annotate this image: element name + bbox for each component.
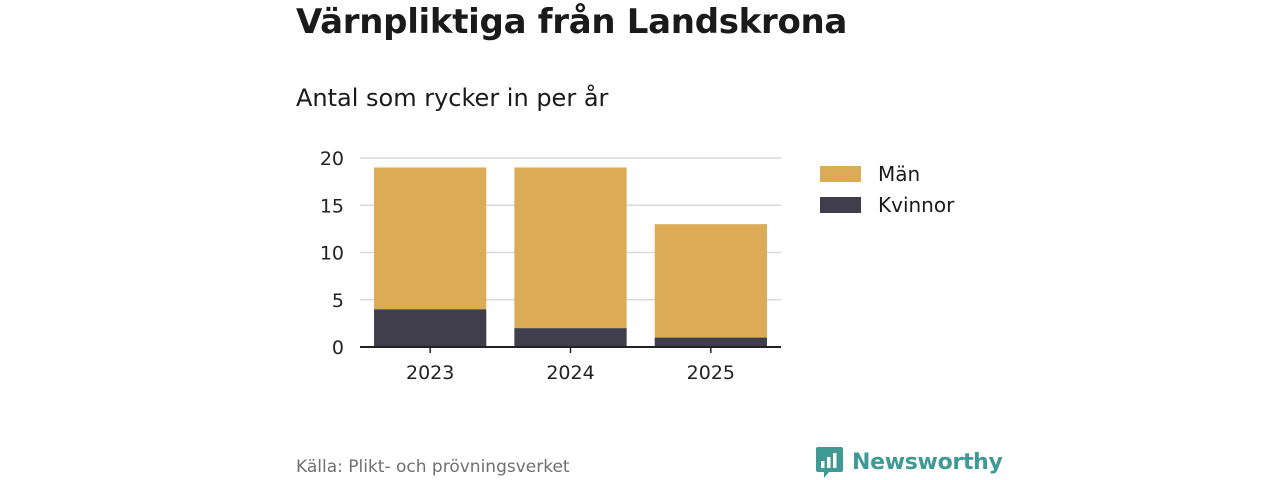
y-tick-label-5: 5 [332,290,344,312]
brand-logo[interactable]: Newsworthy [815,446,1003,479]
chart-title: Värnpliktiga från Landskrona [296,2,848,42]
x-tick-label-2023: 2023 [406,362,454,384]
legend-label-kvinnor: Kvinnor [878,192,955,217]
y-axis-ticks: 0 5 10 15 20 [320,148,344,359]
chart-subtitle: Antal som rycker in per år [296,84,609,112]
brand-name: Newsworthy [852,450,1003,475]
y-tick-label-15: 15 [320,195,344,217]
bars [374,167,767,347]
bar-kvinnor-2024 [514,328,627,347]
bar-kvinnor-2025 [654,337,767,347]
legend-label-man: Män [878,161,921,186]
legend-item-kvinnor: Kvinnor [820,189,954,220]
bar-kvinnor-2023 [374,309,487,347]
legend-swatch-kvinnor [820,196,861,213]
y-tick-label-10: 10 [320,243,344,265]
y-tick-label-0: 0 [332,337,344,359]
source-note: Källa: Plikt- och prövningsverket [296,457,570,477]
bar-chart-speech-bubble-icon [816,447,843,478]
x-tick-label-2025: 2025 [687,362,735,384]
bar-mn-2025 [654,224,767,338]
x-axis-ticks: 2023 2024 2025 [406,347,735,384]
legend-item-man: Män [820,158,954,189]
legend-swatch-man [820,165,861,182]
bar-mn-2023 [374,167,487,310]
legend: Män Kvinnor [820,158,954,220]
y-tick-label-20: 20 [320,148,344,170]
bar-mn-2024 [514,167,627,329]
x-tick-label-2024: 2024 [546,362,594,384]
